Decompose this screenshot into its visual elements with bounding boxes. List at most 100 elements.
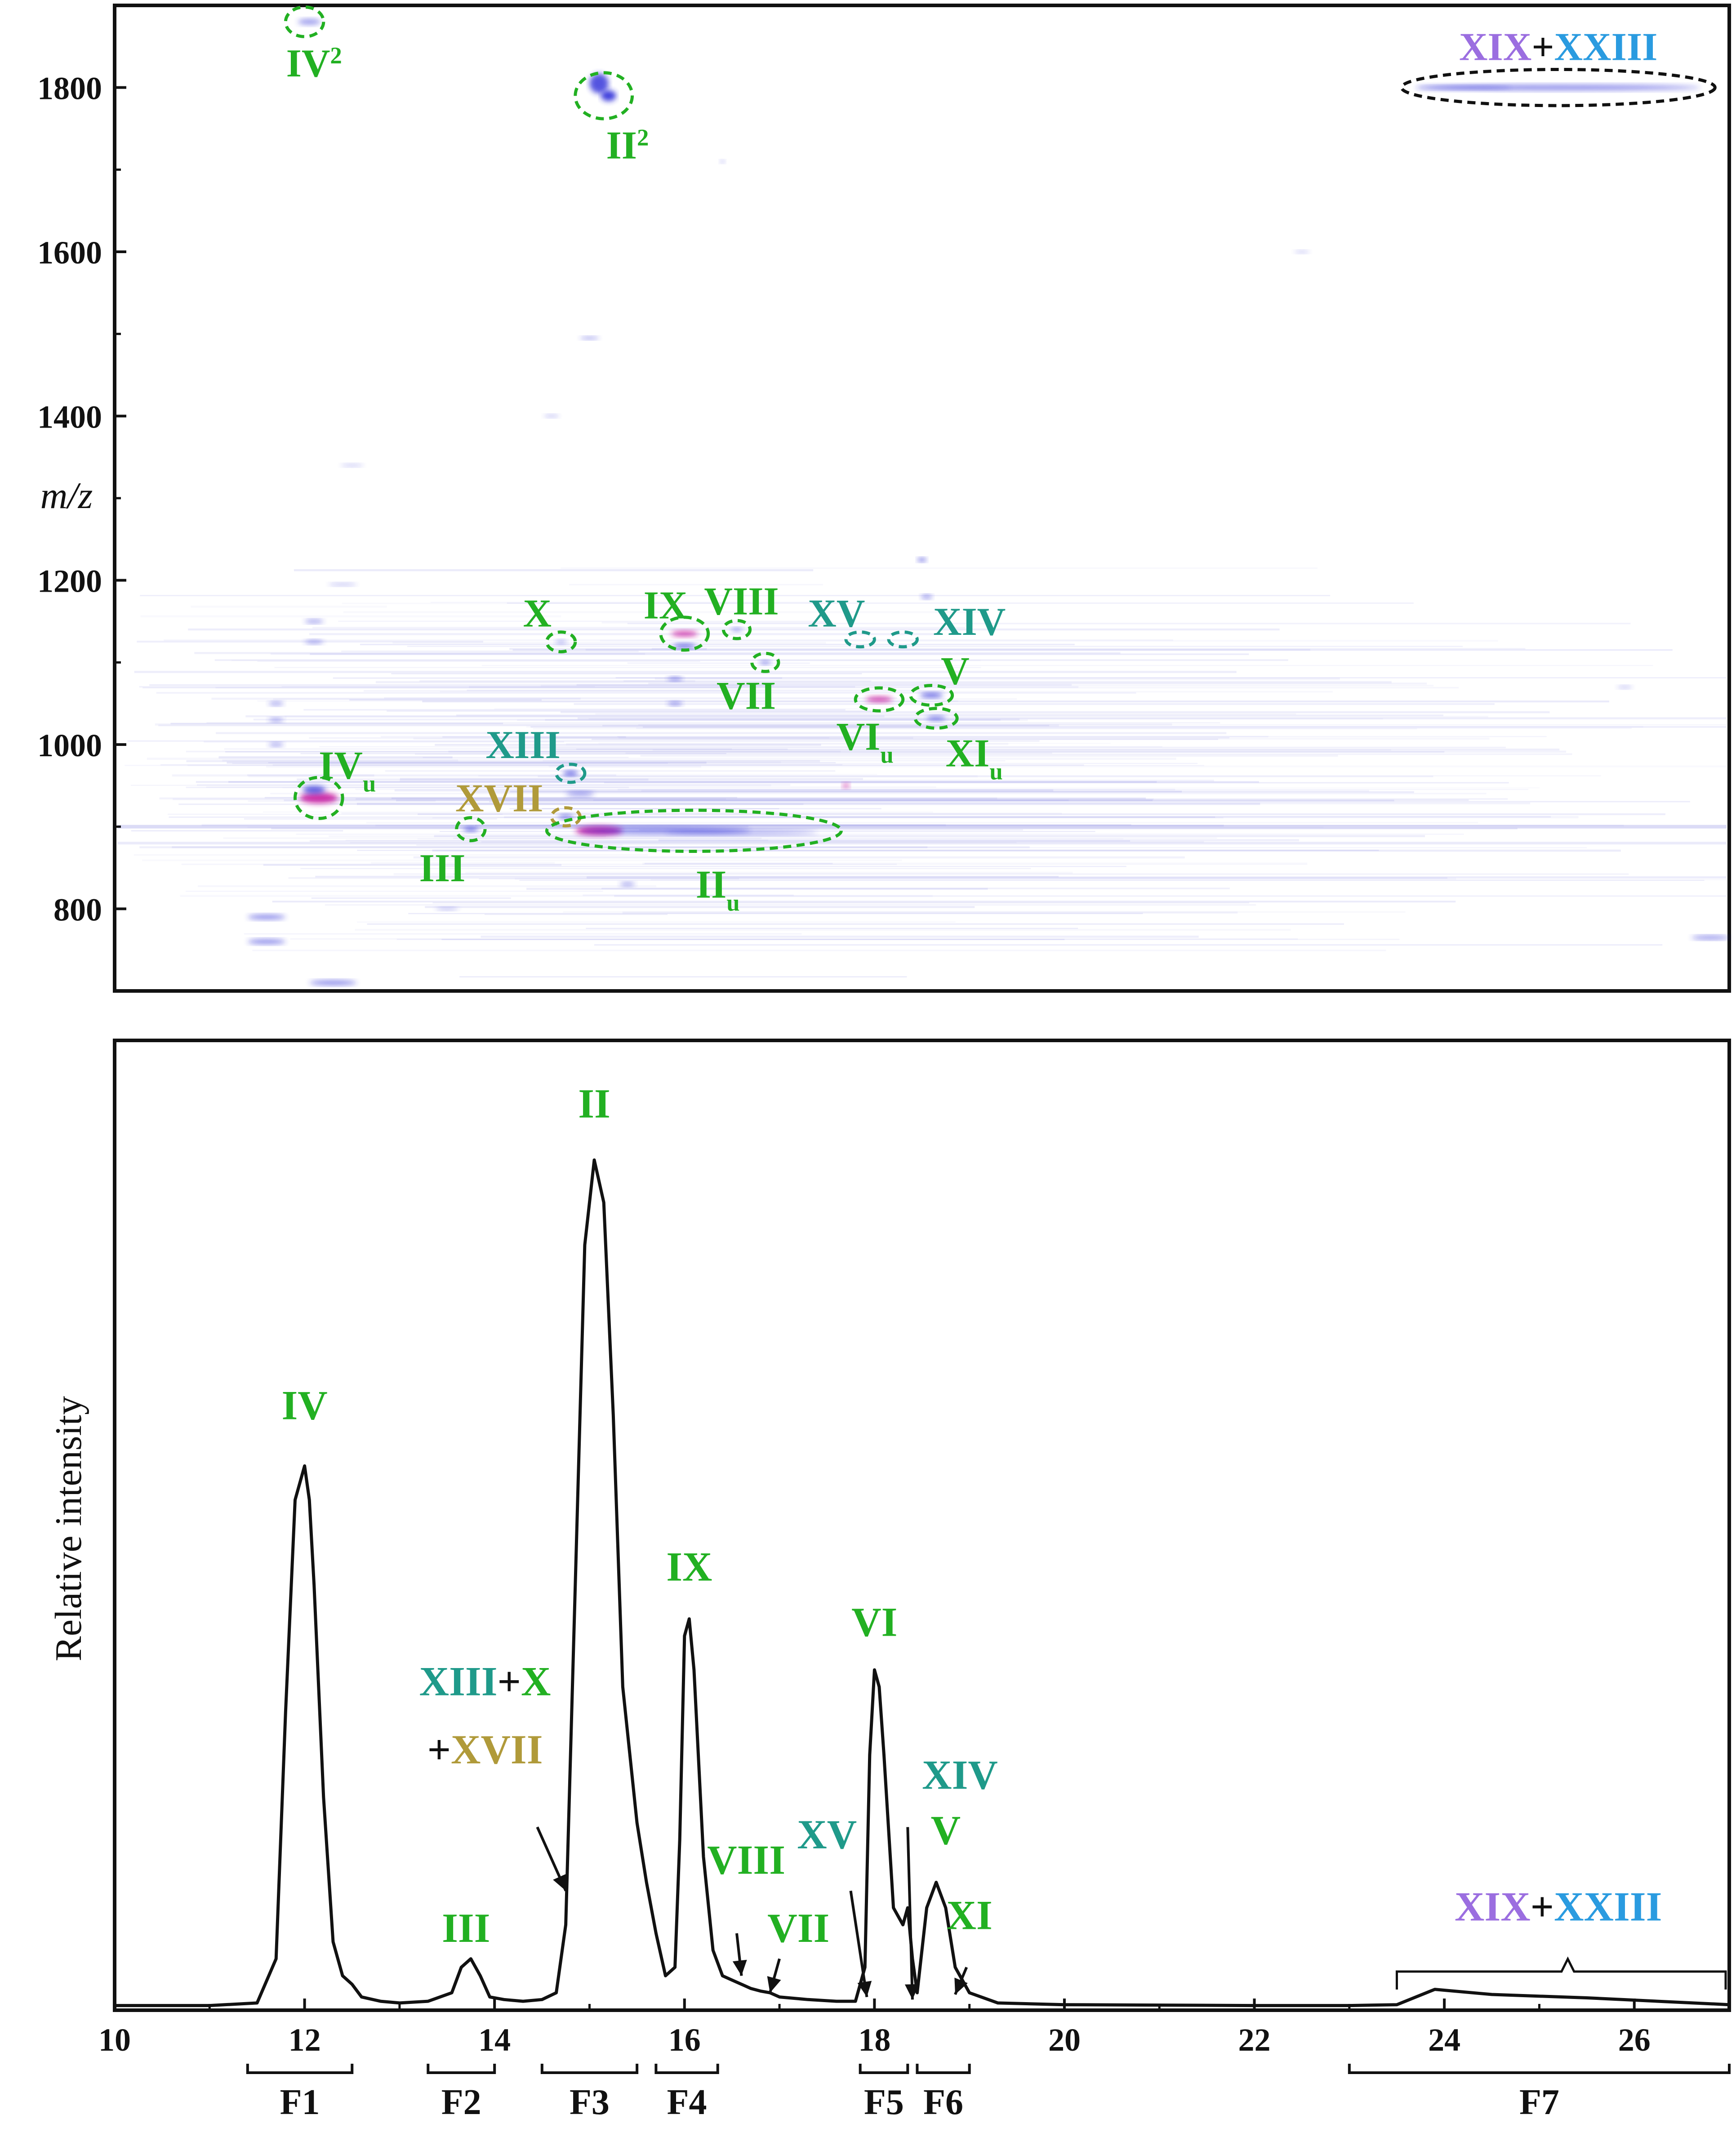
- background-streak: [127, 740, 1040, 742]
- annotation-label-x-part: X: [523, 592, 552, 636]
- background-streak: [315, 875, 1059, 878]
- spot: [303, 786, 326, 794]
- background-streak: [222, 759, 458, 762]
- annotation-label-xiii: XIII: [485, 723, 560, 767]
- background-streak: [140, 615, 561, 618]
- fraction-label-F3: F3: [570, 2083, 610, 2122]
- background-streak: [197, 784, 791, 786]
- background-streak: [566, 743, 1009, 745]
- background-streak: [642, 726, 936, 728]
- brace-line: [1395, 1956, 1727, 1990]
- arrow-head: [904, 1984, 919, 2000]
- background-streak: [310, 653, 1249, 655]
- annotation-label-xvii: XVII: [455, 777, 543, 821]
- peak-label-xiii-x-part: X: [521, 1659, 551, 1704]
- background-streak: [271, 828, 1518, 830]
- background-streak: [601, 621, 832, 624]
- background-streak: [602, 725, 1050, 727]
- background-streak: [355, 928, 1291, 931]
- background-streak: [274, 667, 981, 668]
- background-streak: [494, 799, 1469, 801]
- background-streak: [218, 756, 453, 758]
- background-streak: [440, 866, 1126, 867]
- background-streak: [342, 602, 763, 604]
- annotation-ellipse-xix-xxiii-top: [1400, 67, 1717, 107]
- background-streak: [644, 862, 833, 865]
- background-streak: [225, 751, 1445, 753]
- annotation-label-ii2: II2: [606, 124, 649, 168]
- background-streak: [600, 640, 1498, 642]
- background-streak: [245, 715, 885, 718]
- background-streak: [156, 692, 1136, 694]
- background-streak: [227, 761, 707, 764]
- background-streak: [615, 677, 1727, 678]
- x-tick-label: 24: [1428, 2022, 1460, 2058]
- annotation-ellipse-x: [545, 630, 577, 654]
- annotation-label-xvii-part: XVII: [455, 777, 543, 821]
- peak-label-vii: VII: [767, 1905, 829, 1951]
- annotation-label-ivu-part: u: [363, 771, 376, 797]
- background-streak: [215, 687, 1459, 689]
- peak-label-xi: XI: [947, 1892, 993, 1938]
- peak-label-xiii-x: XIII+X: [419, 1659, 551, 1704]
- annotation-label-ivu-part: IV: [319, 744, 363, 788]
- background-streak: [155, 723, 1172, 726]
- background-streak: [576, 748, 788, 750]
- background-streak: [604, 782, 1509, 784]
- peak-label-ii-part: II: [578, 1081, 610, 1127]
- background-streak: [413, 737, 1490, 740]
- background-streak: [391, 797, 1146, 799]
- background-streak: [247, 774, 616, 776]
- annotation-label-viu-part: u: [880, 742, 893, 768]
- background-streak: [309, 840, 1131, 842]
- background-streak: [281, 686, 595, 687]
- background-streak: [639, 829, 1023, 831]
- spot: [247, 939, 286, 944]
- background-streak: [652, 749, 1391, 751]
- background-streak: [349, 699, 542, 701]
- annotation-label-xix-xxiii-top-part: XXIII: [1554, 25, 1658, 69]
- background-streak: [244, 818, 497, 820]
- background-streak: [337, 798, 726, 800]
- background-streak: [139, 846, 928, 848]
- fraction-bracket-F6: [916, 2064, 971, 2074]
- background-streak: [288, 877, 1447, 879]
- background-streak: [459, 976, 907, 977]
- background-streak: [650, 879, 1727, 880]
- spot: [309, 980, 357, 985]
- background-streak: [591, 738, 1218, 740]
- background-streak: [186, 760, 820, 763]
- annotation-label-iiu-part: II: [696, 863, 727, 907]
- background-streak: [180, 895, 933, 897]
- background-streak: [400, 778, 863, 780]
- fraction-label-F6: F6: [923, 2083, 963, 2122]
- background-streak: [432, 849, 1621, 852]
- spot: [298, 19, 321, 25]
- background-streak: [550, 774, 877, 775]
- annotation-label-iiu: IIu: [696, 863, 740, 916]
- annotation-label-iiu-part: u: [726, 890, 739, 916]
- background-streak: [509, 648, 707, 650]
- background-streak: [435, 744, 821, 746]
- spot: [667, 677, 683, 681]
- chromatogram-trace: [115, 1158, 1730, 2008]
- background-streak: [601, 888, 1230, 889]
- annotation-label-viii-part: VIII: [704, 580, 779, 623]
- fraction-label-F2: F2: [441, 2083, 481, 2122]
- annotation-label-v: V: [941, 650, 970, 693]
- arrow-head: [857, 1981, 872, 1997]
- chromatogram-y-axis-title: Relative intensity: [48, 1396, 89, 1661]
- background-streak: [586, 928, 1078, 929]
- background-streak: [244, 933, 802, 935]
- background-streak: [285, 715, 1488, 718]
- spot: [589, 73, 609, 94]
- background-streak: [418, 813, 1665, 815]
- annotation-ellipse-iiu: [545, 808, 843, 853]
- spot: [731, 628, 743, 632]
- background-streak: [543, 760, 1006, 762]
- spot: [921, 595, 933, 599]
- background-streak: [481, 665, 1653, 666]
- background-streak: [290, 938, 1298, 940]
